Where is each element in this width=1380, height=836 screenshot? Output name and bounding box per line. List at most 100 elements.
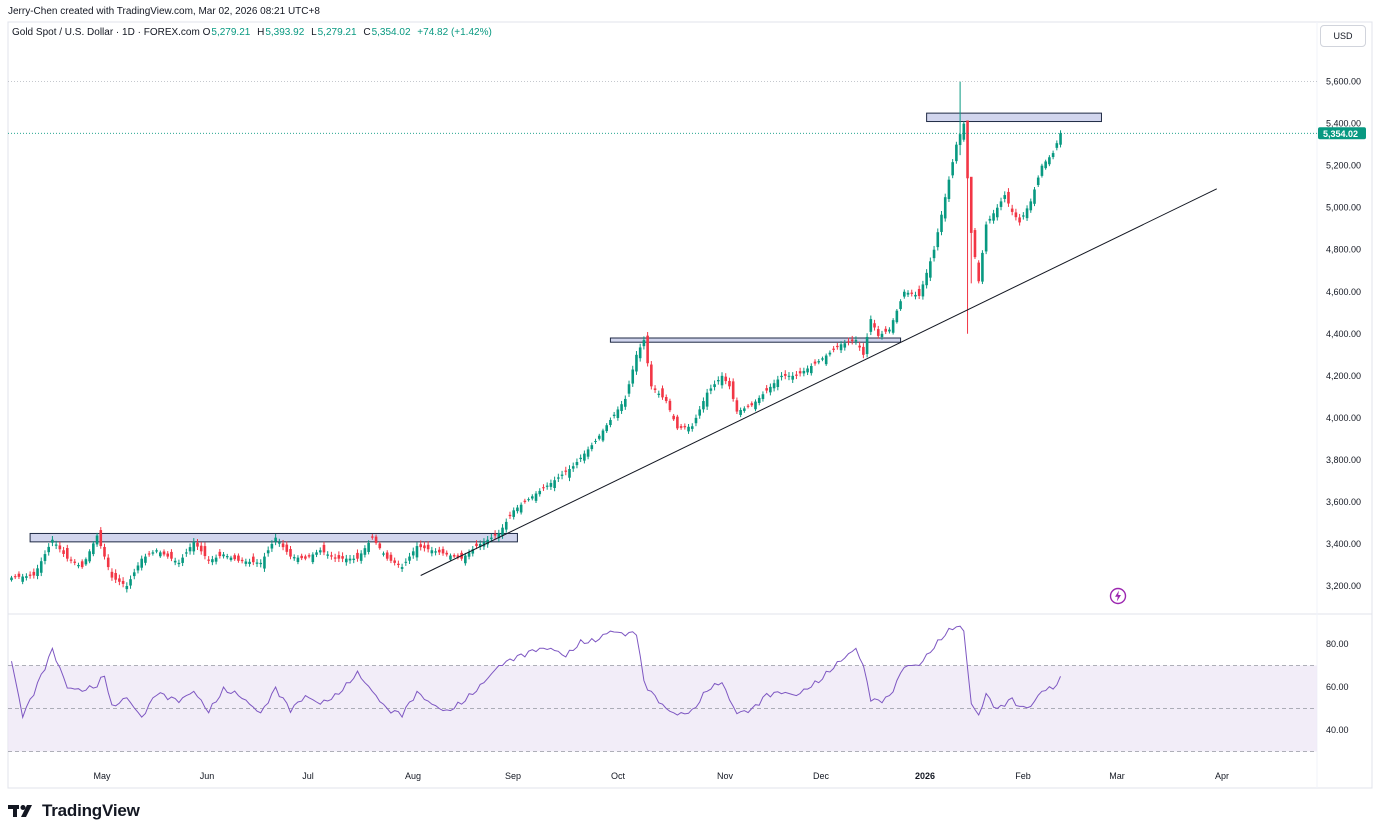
candle-body[interactable]	[735, 400, 739, 412]
candle-body[interactable]	[456, 555, 460, 558]
candle-body[interactable]	[661, 388, 664, 398]
candle-body[interactable]	[333, 557, 337, 559]
candle-body[interactable]	[947, 179, 951, 199]
candle-body[interactable]	[813, 361, 817, 364]
candle-body[interactable]	[508, 514, 512, 517]
candle-body[interactable]	[69, 559, 73, 561]
candle-body[interactable]	[523, 500, 527, 502]
zones-layer[interactable]	[29, 112, 1102, 543]
candle-body[interactable]	[270, 543, 274, 549]
candle-body[interactable]	[839, 344, 843, 351]
candle-body[interactable]	[977, 262, 980, 282]
candle-body[interactable]	[679, 426, 683, 428]
candle-body[interactable]	[1025, 208, 1029, 219]
candle-body[interactable]	[597, 435, 601, 439]
candle-body[interactable]	[519, 504, 523, 513]
candle-body[interactable]	[590, 445, 594, 450]
candle-body[interactable]	[724, 376, 728, 382]
candle-body[interactable]	[943, 197, 947, 219]
candle-body[interactable]	[769, 386, 772, 393]
zone-range-resistance[interactable]	[29, 532, 518, 543]
candle-body[interactable]	[836, 345, 839, 348]
candle-body[interactable]	[999, 201, 1003, 207]
candle-body[interactable]	[984, 224, 988, 252]
candle-body[interactable]	[114, 573, 117, 580]
candle-body[interactable]	[583, 453, 586, 461]
candle-body[interactable]	[1044, 161, 1047, 169]
candle-body[interactable]	[504, 521, 508, 530]
candle-body[interactable]	[1040, 165, 1044, 176]
candle-body[interactable]	[847, 341, 850, 343]
candle-body[interactable]	[765, 388, 768, 391]
candle-body[interactable]	[95, 535, 99, 545]
candle-body[interactable]	[103, 546, 106, 557]
candle-body[interactable]	[318, 550, 322, 553]
candle-body[interactable]	[694, 417, 698, 424]
candle-body[interactable]	[315, 552, 318, 555]
candle-body[interactable]	[876, 329, 880, 336]
candle-body[interactable]	[501, 527, 504, 536]
candle-body[interactable]	[151, 552, 155, 554]
candle-body[interactable]	[873, 323, 876, 328]
candle-body[interactable]	[80, 561, 84, 568]
candle-body[interactable]	[601, 430, 605, 441]
candle-body[interactable]	[445, 552, 449, 555]
candle-body[interactable]	[292, 557, 296, 559]
candle-body[interactable]	[858, 345, 861, 348]
candle-body[interactable]	[281, 543, 285, 548]
rsi-axis[interactable]: 40.00 60.00 80.00	[1326, 639, 1349, 735]
candle-body[interactable]	[527, 499, 530, 501]
candle-body[interactable]	[642, 340, 646, 347]
candle-body[interactable]	[869, 319, 873, 332]
candle-body[interactable]	[780, 375, 783, 378]
candle-body[interactable]	[177, 562, 181, 565]
candle-body[interactable]	[322, 544, 326, 553]
candle-body[interactable]	[263, 556, 266, 569]
candle-body[interactable]	[118, 578, 121, 582]
candle-body[interactable]	[828, 352, 832, 355]
candle-body[interactable]	[728, 380, 731, 387]
candle-body[interactable]	[1010, 208, 1014, 212]
candle-body[interactable]	[203, 546, 207, 557]
candle-body[interactable]	[233, 555, 236, 560]
candle-body[interactable]	[51, 539, 54, 543]
candle-body[interactable]	[545, 485, 549, 487]
candle-body[interactable]	[936, 232, 940, 248]
candle-body[interactable]	[132, 572, 136, 577]
candle-body[interactable]	[631, 369, 635, 384]
tradingview-logo[interactable]: TradingView	[8, 801, 140, 821]
candle-body[interactable]	[162, 551, 166, 555]
candle-body[interactable]	[240, 559, 244, 562]
candle-body[interactable]	[266, 550, 270, 554]
candle-body[interactable]	[173, 560, 177, 563]
candle-body[interactable]	[929, 261, 932, 278]
candle-body[interactable]	[754, 401, 757, 410]
candle-body[interactable]	[400, 567, 404, 569]
candle-body[interactable]	[136, 565, 140, 571]
candle-body[interactable]	[516, 507, 519, 512]
candle-body[interactable]	[62, 550, 65, 554]
candle-body[interactable]	[181, 557, 184, 563]
candle-body[interactable]	[616, 409, 620, 418]
candle-body[interactable]	[278, 542, 281, 544]
candle-body[interactable]	[1007, 191, 1010, 204]
candle-body[interactable]	[854, 340, 858, 342]
candle-body[interactable]	[750, 403, 754, 406]
candle-body[interactable]	[58, 545, 62, 550]
candle-body[interactable]	[1048, 157, 1051, 165]
candle-body[interactable]	[810, 366, 813, 374]
candle-body[interactable]	[478, 543, 482, 547]
candle-body[interactable]	[538, 490, 542, 495]
candle-body[interactable]	[731, 381, 735, 399]
rsi-line[interactable]	[11, 625, 1061, 720]
candle-body[interactable]	[393, 560, 396, 563]
candle-body[interactable]	[690, 426, 694, 429]
candle-body[interactable]	[746, 405, 750, 407]
candle-body[interactable]	[802, 370, 806, 374]
candle-body[interactable]	[159, 552, 162, 557]
candle-body[interactable]	[188, 547, 192, 552]
candle-body[interactable]	[430, 550, 434, 554]
candle-body[interactable]	[389, 554, 393, 561]
candle-body[interactable]	[798, 371, 802, 374]
